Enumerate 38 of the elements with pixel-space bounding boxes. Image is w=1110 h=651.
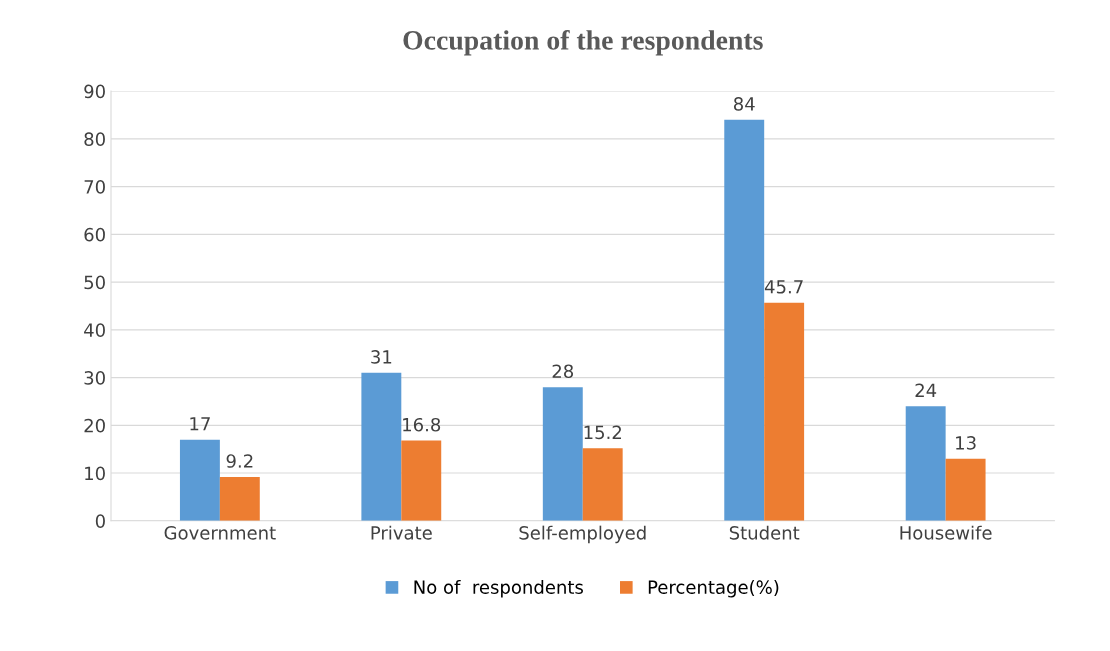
data-label: 9.2	[226, 454, 253, 468]
y-tick-label: 30	[84, 371, 105, 385]
x-tick-label: Self-employed	[519, 525, 646, 544]
bar	[724, 119, 765, 521]
bar	[542, 387, 583, 521]
data-label: 17	[190, 417, 210, 431]
data-label: 15.2	[584, 425, 621, 440]
bar	[905, 406, 946, 521]
x-tick-label: Housewife	[900, 525, 992, 540]
data-label: 45.7	[764, 280, 803, 294]
y-tick-label: 40	[84, 323, 105, 337]
y-tick-label: 20	[84, 418, 105, 433]
data-label: 28	[552, 364, 574, 379]
bar	[219, 476, 260, 521]
y-tick-label: 60	[84, 227, 105, 242]
y-tick-label: 50	[84, 275, 105, 290]
y-tick-label: 70	[84, 180, 105, 194]
legend-label: No of respondents	[414, 580, 583, 598]
data-label: 24	[915, 383, 937, 397]
bar	[361, 372, 402, 521]
x-tick-label: Student	[729, 525, 800, 540]
data-label: 16.8	[403, 417, 441, 432]
y-tick-label: 10	[85, 466, 105, 481]
chart-title: Occupation of the respondents	[403, 29, 763, 56]
bar	[179, 439, 220, 521]
bar	[582, 448, 623, 521]
y-tick-label: 80	[84, 132, 105, 146]
data-label: 31	[371, 350, 392, 364]
data-label: 13	[956, 436, 976, 450]
legend-label: Percentage(%)	[648, 580, 779, 598]
x-tick-label: Government	[164, 525, 276, 540]
y-tick-label: 90	[84, 84, 105, 99]
bar	[764, 302, 805, 521]
bar	[945, 458, 986, 521]
bar	[401, 440, 442, 521]
data-label: 84	[733, 97, 755, 111]
y-tick-label: 0	[95, 514, 105, 528]
x-tick-label: Private	[371, 525, 432, 540]
